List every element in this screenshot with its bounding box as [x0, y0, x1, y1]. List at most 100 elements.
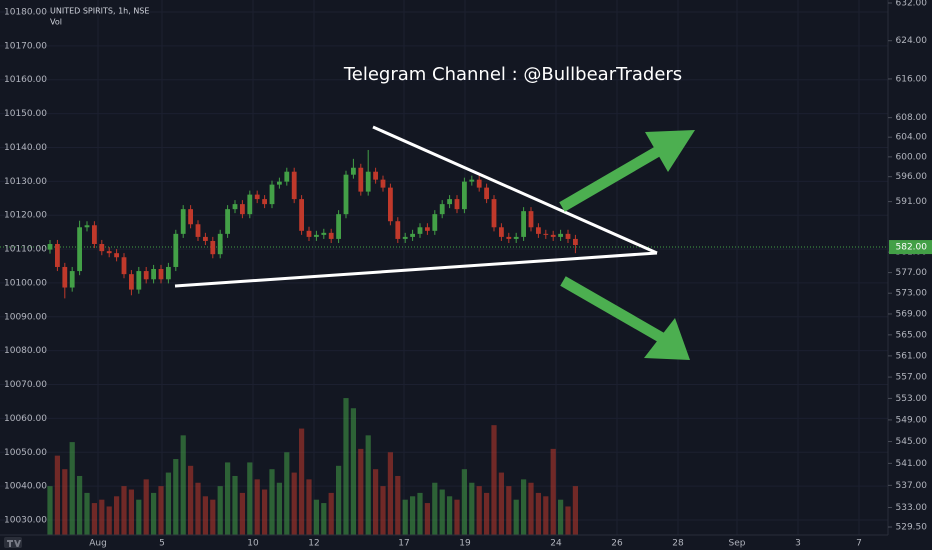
volume-bar [276, 482, 282, 535]
volume-bar [262, 489, 268, 535]
y2-tick-label: 533.00 [896, 503, 928, 513]
y2-tick-label: 549.00 [896, 415, 928, 425]
candle-body [351, 167, 356, 175]
candle-body [284, 171, 290, 182]
candle-body [62, 266, 68, 288]
candle-body [173, 233, 179, 267]
candle-body [573, 238, 578, 246]
candle-body [151, 269, 156, 280]
y-tick-label: 10070.00 [4, 380, 47, 390]
x-tick-label: 24 [550, 539, 562, 549]
candle-body [513, 236, 519, 239]
y-tick-label: 10110.00 [4, 245, 47, 255]
volume-bar [151, 492, 157, 535]
volume-bar [424, 503, 430, 535]
x-tick-label: Sep [729, 539, 746, 549]
chart-title: UNITED SPIRITS, 1h, NSE [50, 7, 149, 16]
volume-layer [47, 398, 578, 535]
y2-tick-label: 529.50 [896, 523, 928, 533]
volume-bar [365, 435, 371, 535]
volume-bar [439, 489, 445, 535]
volume-bar [306, 479, 312, 535]
volume-bar [143, 479, 149, 535]
candle-body [321, 232, 327, 235]
volume-bar [395, 475, 401, 535]
y2-tick-label: 632.00 [896, 0, 928, 9]
y2-tick-label: 569.00 [896, 309, 928, 319]
candle-body [210, 240, 216, 255]
candle-body [277, 181, 282, 185]
volume-bar [54, 455, 60, 535]
volume-bar [461, 469, 467, 535]
volume-bar [136, 499, 142, 535]
candle-body [69, 271, 75, 288]
x-tick-label: 17 [398, 539, 409, 549]
candle-body [550, 234, 556, 237]
candle-body [365, 171, 371, 192]
candle-body [506, 236, 512, 239]
candle-body [232, 204, 238, 210]
right-axis-bg [888, 0, 932, 535]
volume-bar [84, 492, 90, 535]
x-tick-label: 10 [247, 539, 259, 549]
volume-bar [528, 482, 534, 535]
logo [4, 537, 22, 548]
candle-body [343, 174, 349, 215]
y2-tick-label: 565.00 [896, 330, 928, 340]
axes: 10030.00 10040.00 10050.00 10060.00 10070.00… [4, 0, 932, 549]
x-tick-label: 3 [795, 539, 801, 549]
volume-bar [91, 503, 97, 535]
volume-bar [373, 469, 379, 535]
candle-body [484, 187, 489, 200]
candle-body [195, 224, 201, 237]
candle-body [143, 271, 149, 280]
volume-bar [380, 486, 386, 535]
candle-body [328, 232, 334, 239]
volume-bar [202, 496, 208, 535]
candle-body [203, 236, 208, 241]
volume-bar [484, 492, 490, 535]
candle-body [499, 227, 504, 237]
candle-body [373, 171, 378, 180]
y2-tick-label: 545.00 [896, 437, 928, 447]
volume-bar [69, 442, 75, 535]
candle-body [225, 209, 230, 234]
volume-bar [558, 499, 564, 535]
annotation: Telegram Channel : @BullbearTraders [343, 64, 682, 85]
volume-label: Vol [50, 18, 62, 27]
last-price-label: 582.00 [896, 243, 928, 253]
volume-bar [114, 496, 120, 535]
candle-body [55, 244, 60, 267]
volume-bar [313, 499, 319, 535]
candle-body [84, 225, 90, 228]
y2-tick-label: 557.00 [896, 373, 928, 383]
volume-bar [454, 499, 460, 535]
volume-bar [299, 428, 305, 535]
volume-bar [350, 408, 356, 535]
volume-bar [358, 448, 364, 535]
candle-body [299, 199, 304, 231]
volume-bar [410, 496, 416, 535]
y2-tick-label: 537.00 [896, 481, 928, 491]
volume-bar [402, 499, 408, 535]
volume-bar [47, 486, 53, 535]
y-tick-label: 10090.00 [4, 312, 47, 322]
y-tick-label: 10100.00 [4, 278, 47, 288]
candle-body [476, 179, 482, 188]
y-tick-label: 10170.00 [4, 41, 47, 51]
volume-bar [180, 435, 186, 535]
candle-body [462, 181, 467, 210]
y2-tick-label: 553.00 [896, 394, 928, 404]
y2-tick-label: 604.00 [896, 133, 928, 143]
candle-body [129, 274, 134, 290]
y-tick-label: 10140.00 [4, 143, 47, 153]
volume-bar [121, 486, 127, 535]
candle-body [469, 179, 475, 182]
candle-body [432, 214, 438, 231]
candle-body [254, 194, 260, 200]
volume-bar [543, 496, 549, 535]
candle-body [99, 244, 105, 252]
candle-body [380, 179, 386, 188]
